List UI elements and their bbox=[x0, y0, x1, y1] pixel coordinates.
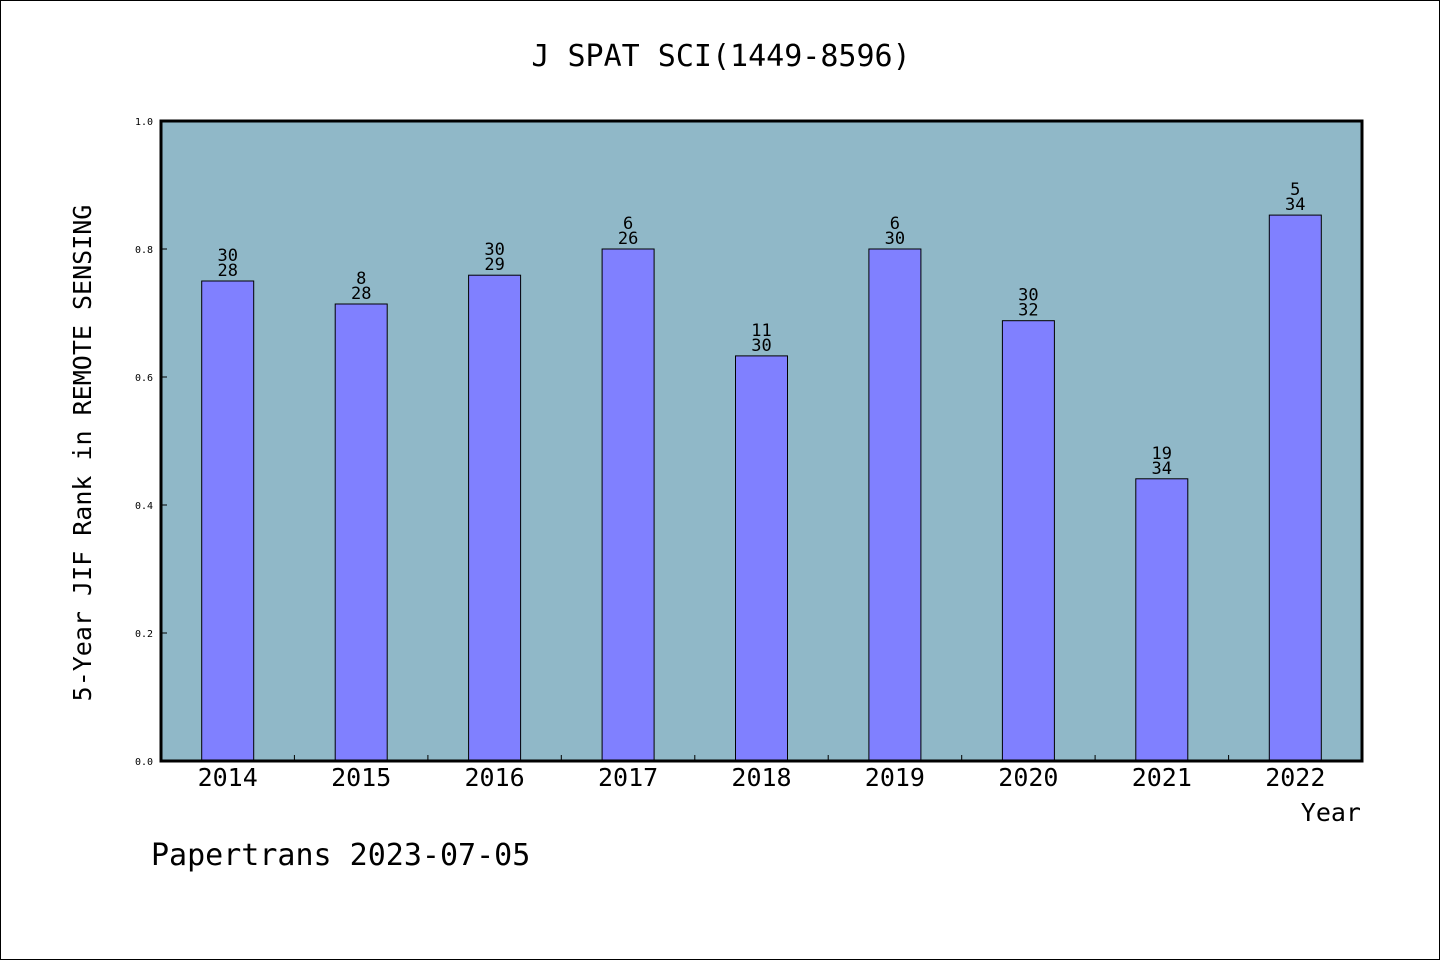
x-tick-label: 2017 bbox=[598, 763, 658, 792]
x-axis-label: Year bbox=[1301, 798, 1361, 827]
bar-rank-label: 8 bbox=[356, 269, 366, 289]
bar-rank-label: 30 bbox=[484, 240, 504, 260]
bar-2019 bbox=[868, 248, 922, 762]
y-tick-label: 0.4 bbox=[135, 501, 153, 512]
bar-2018 bbox=[735, 355, 788, 762]
x-tick-label: 2022 bbox=[1265, 763, 1325, 792]
x-tick-label: 2020 bbox=[998, 763, 1058, 792]
x-tick-label: 2019 bbox=[865, 763, 925, 792]
bar-2022 bbox=[1268, 214, 1322, 762]
bar-2014 bbox=[201, 280, 255, 762]
y-tick-label: 0.0 bbox=[135, 757, 153, 768]
bar-rank-label: 5 bbox=[1290, 180, 1300, 200]
bar-rank-label: 30 bbox=[1018, 286, 1038, 306]
bar-total-label: 34 bbox=[1285, 195, 1305, 215]
footer-credit: Papertrans 2023-07-05 bbox=[151, 838, 530, 873]
bar-rank-label: 30 bbox=[217, 246, 237, 266]
bar-total-label: 30 bbox=[885, 229, 905, 249]
bar-rank-label: 6 bbox=[890, 214, 900, 234]
y-tick-label: 0.8 bbox=[135, 245, 153, 256]
y-tick-label: 1.0 bbox=[135, 117, 153, 128]
bar-rank-label: 11 bbox=[751, 321, 771, 341]
x-tick-label: 2018 bbox=[731, 763, 791, 792]
x-tick-label: 2021 bbox=[1132, 763, 1192, 792]
bar-rank-label: 19 bbox=[1152, 444, 1172, 464]
bar-total-label: 26 bbox=[618, 229, 638, 249]
bar-2015 bbox=[334, 303, 388, 762]
plot-border bbox=[159, 119, 1364, 763]
y-tick-label: 0.6 bbox=[135, 373, 153, 384]
x-tick-label: 2014 bbox=[198, 763, 258, 792]
y-axis-label: 5-Year JIF Rank in REMOTE SENSING bbox=[68, 205, 97, 702]
chart-title: J SPAT SCI(1449-8596) bbox=[531, 39, 910, 74]
y-tick-label: 0.2 bbox=[135, 629, 153, 640]
bar-total-label: 34 bbox=[1152, 459, 1172, 479]
x-axis: 2014 2015 2016 2017 2018 2019 2020 2021 2022 bbox=[198, 755, 1325, 792]
bar-total-label: 28 bbox=[217, 261, 237, 281]
bars-group bbox=[201, 214, 1322, 762]
x-tick-label: 2015 bbox=[331, 763, 391, 792]
bar-total-label: 28 bbox=[351, 284, 371, 304]
bar-total-label: 30 bbox=[751, 336, 771, 356]
bar-2020 bbox=[1001, 320, 1055, 762]
bar-total-label: 32 bbox=[1018, 301, 1038, 321]
bar-2021 bbox=[1135, 478, 1189, 762]
bar-2016 bbox=[468, 274, 522, 762]
x-tick-label: 2016 bbox=[464, 763, 524, 792]
bar-rank-label: 6 bbox=[623, 214, 633, 234]
bar-2017 bbox=[601, 248, 655, 762]
bar-total-label: 29 bbox=[484, 255, 504, 275]
